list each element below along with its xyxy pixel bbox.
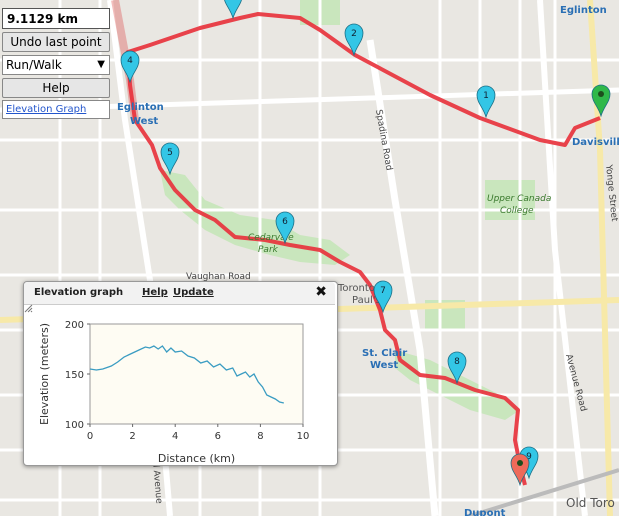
label-st-clair-west-1: St. Clair	[362, 348, 407, 359]
label-davisville: Davisville	[572, 137, 619, 148]
label-ucc-2: College	[500, 206, 534, 216]
distance-display: 9.1129 km	[2, 8, 110, 29]
marker-dot	[517, 460, 523, 466]
label-cedarvale-1: Cedarvale	[248, 233, 294, 243]
x-axis-label: Distance (km)	[158, 452, 235, 464]
route-markers: 1 2 4 5 6 7 8 9	[120, 0, 611, 487]
elevation-popup-title: Elevation graph	[34, 287, 124, 298]
label-eglinton-station: Eglinton	[560, 5, 607, 16]
marker-label: 6	[282, 217, 288, 227]
plot-area	[89, 323, 304, 425]
close-icon[interactable]: ✖	[315, 284, 327, 300]
route-marker-4[interactable]: 4	[120, 50, 140, 84]
route-marker-2[interactable]: 2	[344, 23, 364, 57]
marker-dot	[598, 91, 604, 97]
route-marker-1[interactable]: 1	[476, 85, 496, 119]
label-toronto-st-paul-2: Paul's	[352, 295, 381, 306]
y-tick-label: 200	[65, 320, 84, 331]
mode-select-value: Run/Walk	[6, 58, 62, 72]
mode-select[interactable]: Run/Walk ▼	[2, 55, 110, 75]
x-tick-label: 0	[87, 431, 93, 442]
y-tick-label: 150	[65, 370, 84, 381]
elevation-update-link[interactable]: Update	[173, 287, 214, 298]
elevation-help-link[interactable]: Help	[142, 287, 168, 298]
elevation-graph-link[interactable]: Elevation Graph	[6, 104, 87, 115]
marker-label: 2	[351, 29, 357, 39]
x-tick-label: 8	[257, 431, 263, 442]
elevation-popup: Elevation graph Help Update ✖ 100 150 200 0…	[23, 281, 338, 466]
resize-grip-icon[interactable]	[24, 304, 33, 313]
label-old-toronto: Old Toro	[566, 496, 615, 510]
elevation-graph-link-box: Elevation Graph	[2, 100, 110, 119]
x-tick-label: 10	[297, 431, 310, 442]
label-ucc-1: Upper Canada	[487, 194, 551, 204]
label-st-clair-west-2: West	[370, 360, 398, 371]
label-eglinton-west-1: Eglinton	[117, 102, 164, 113]
label-vaughan-road: Vaughan Road	[186, 272, 251, 282]
route-marker-7[interactable]: 7	[373, 280, 393, 314]
marker-label: 7	[380, 286, 386, 296]
chevron-down-icon: ▼	[97, 59, 105, 70]
control-panel: 9.1129 km Undo last point Run/Walk ▼ Hel…	[2, 8, 110, 119]
x-tick-label: 4	[172, 431, 178, 442]
label-avenue-left: d Avenue	[150, 461, 164, 504]
x-tick-label: 2	[129, 431, 135, 442]
marker-label: 4	[127, 56, 133, 66]
y-tick-label: 100	[65, 420, 84, 431]
label-eglinton-west-2: West	[130, 116, 158, 127]
route-marker-8[interactable]: 8	[447, 351, 467, 385]
start-marker[interactable]	[591, 84, 611, 118]
label-dupont: Dupont	[464, 508, 506, 516]
x-tick-label: 6	[215, 431, 221, 442]
label-cedarvale-2: Park	[258, 245, 279, 255]
marker-label: 1	[483, 91, 489, 101]
label-toronto-st-paul-1: Toronto St.	[337, 283, 392, 294]
route-marker-5[interactable]: 5	[160, 142, 180, 176]
marker-label: 9	[526, 452, 532, 462]
marker-label: 5	[167, 148, 173, 158]
route-marker-3[interactable]	[224, 0, 242, 20]
undo-last-point-button[interactable]: Undo last point	[2, 32, 110, 52]
route-line	[126, 12, 601, 486]
y-axis-label: Elevation (meters)	[38, 323, 51, 425]
end-marker[interactable]	[510, 453, 530, 487]
elevation-popup-header: Elevation graph Help Update ✖	[24, 282, 335, 305]
route-marker-6[interactable]: 6	[275, 211, 295, 245]
elevation-chart: 100 150 200 0 2 4 6 8 10 Distance (km) Elevation (…	[38, 320, 310, 464]
elevation-series-line	[89, 345, 284, 404]
help-button[interactable]: Help	[2, 78, 110, 98]
marker-label: 8	[454, 357, 460, 367]
